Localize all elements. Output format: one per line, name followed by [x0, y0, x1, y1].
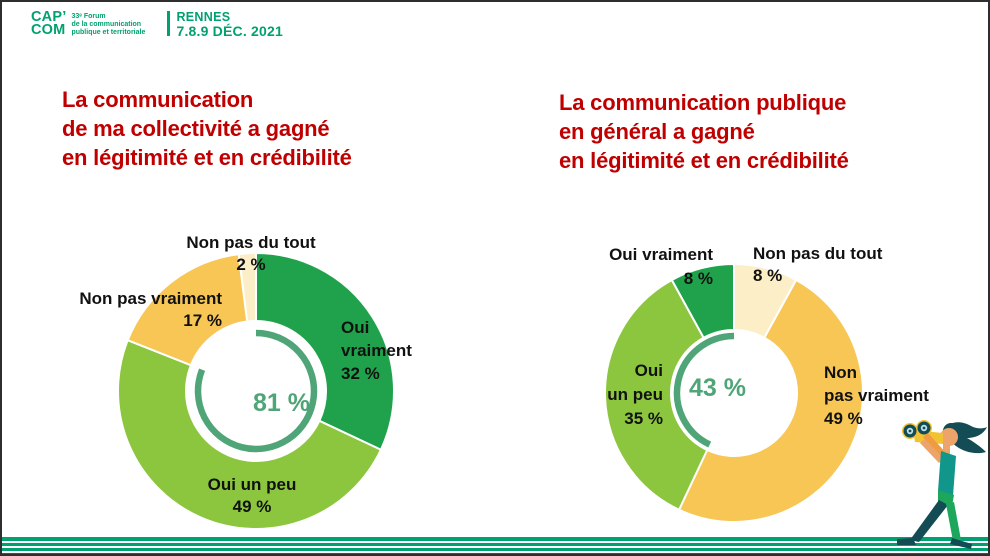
- text-line: Oui un peu: [207, 475, 297, 494]
- donut-segment-non-pas-vraiment: [678, 278, 864, 524]
- text-line: 33ᵉ Forum: [71, 13, 106, 20]
- text-line: 49 %: [824, 409, 863, 428]
- logo-divider: [167, 11, 171, 36]
- donut-chart-1: [117, 252, 395, 530]
- chart-2-label-non-pas-du-tout: Non pas du tout 8 %: [753, 243, 923, 287]
- chart-1-label-non-pas-du-tout: Non pas du tout 2 %: [131, 232, 371, 276]
- stripe-dark: [0, 552, 990, 556]
- chart-1-title: La communication de ma collectivité a gag…: [62, 85, 352, 172]
- center-progress-ring: [194, 329, 318, 453]
- donut-segment-oui-vraiment: [670, 263, 735, 339]
- stripe: [0, 543, 990, 546]
- text-line: Oui: [341, 318, 370, 337]
- text-line: 49 %: [232, 497, 272, 516]
- binocular-pupil-1: [908, 429, 912, 433]
- neck: [943, 442, 950, 455]
- stripe: [0, 537, 990, 541]
- front-leg: [910, 500, 948, 542]
- chart-2-title: La communication publique en général a ga…: [559, 88, 849, 175]
- text-line: La communication publique: [559, 90, 847, 115]
- chart-2-label-oui-vraiment: Oui vraiment 8 %: [543, 243, 713, 291]
- text-line: en général a gagné: [559, 119, 755, 144]
- text-line: 2 %: [236, 255, 266, 274]
- back-foot: [950, 538, 972, 549]
- text-line: Oui vraiment: [609, 245, 713, 264]
- chart-2-label-oui-un-peu: Oui un peu 35 %: [543, 359, 663, 431]
- arm-front: [920, 439, 944, 463]
- donut-segment-non-pas-du-tout: [237, 252, 257, 323]
- text-line: Non pas du tout: [753, 244, 883, 263]
- brand-line-com: COM: [31, 21, 66, 38]
- text-line: Non pas vraiment: [79, 289, 222, 308]
- text-line: de ma collectivité a gagné: [62, 116, 330, 141]
- stripe: [0, 548, 990, 551]
- text-line: Non pas du tout: [186, 233, 316, 252]
- chart-1-label-non-pas-vraiment: Non pas vraiment 17 %: [52, 288, 222, 332]
- text-line: Non: [824, 363, 858, 382]
- text-line: un peu: [607, 385, 663, 404]
- event-city: RENNES: [176, 10, 231, 24]
- footer-stripes: [0, 536, 990, 556]
- text-line: pas vraiment: [824, 386, 929, 405]
- text-line: de la communication: [71, 21, 142, 28]
- text-line: 32 %: [341, 364, 380, 383]
- text-line: 8 %: [683, 269, 713, 288]
- chart-2-center-total: 43 %: [689, 374, 746, 402]
- donut-segment-oui-vraiment: [255, 252, 395, 451]
- chart-1-center-total: 81 %: [253, 389, 310, 417]
- donut-segment-non-pas-vraiment: [126, 253, 249, 367]
- capcom-logo: CAP’ COM 33ᵉ Forum de la communication pub…: [31, 9, 283, 39]
- back-leg: [946, 502, 961, 541]
- capcom-wordmark: CAP’ COM: [31, 9, 67, 38]
- chart-1-label-oui-un-peu: Oui un peu 49 %: [172, 474, 332, 518]
- event-dates: 7.8.9 DÉC. 2021: [176, 23, 283, 39]
- donut-chart-2: [604, 263, 864, 524]
- text-line: La communication: [62, 87, 254, 112]
- text-line: 8 %: [753, 266, 783, 285]
- center-progress-ring: [673, 332, 735, 448]
- face: [940, 428, 958, 446]
- figure-group: [897, 420, 987, 549]
- brand-line-cap: CAP’: [31, 9, 67, 25]
- donut-segment-oui-un-peu: [604, 278, 709, 511]
- text-line: en légitimité et en crédibilité: [62, 145, 352, 170]
- person-with-binoculars-illustration: [897, 420, 987, 549]
- forum-descriptor: 33ᵉ Forum de la communication publique et …: [71, 13, 165, 37]
- text-line: Oui: [634, 361, 663, 380]
- chart-2-label-non-pas-vraiment: Non pas vraiment 49 %: [824, 361, 954, 430]
- text-line: 35 %: [624, 409, 663, 428]
- chart-1-label-oui-vraiment: Oui vraiment 32 %: [341, 316, 451, 385]
- binocular-pupil-2: [922, 426, 926, 430]
- torso: [938, 451, 956, 496]
- text-line: en légitimité et en crédibilité: [559, 148, 849, 173]
- text-line: publique et territoriale: [71, 29, 146, 36]
- text-line: 17 %: [183, 311, 222, 330]
- event-info: RENNES 7.8.9 DÉC. 2021: [176, 11, 283, 39]
- front-foot: [897, 538, 916, 545]
- donut-segment-oui-un-peu: [117, 339, 382, 530]
- text-line: vraiment: [341, 341, 412, 360]
